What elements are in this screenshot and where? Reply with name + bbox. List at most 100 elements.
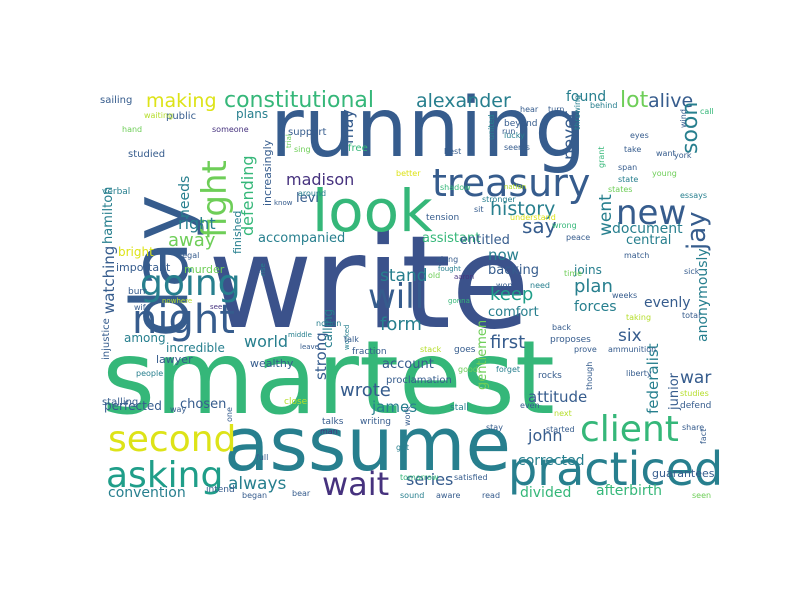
word-hear: hear (520, 105, 539, 114)
word-keep: keep (490, 284, 534, 305)
word-know: know (274, 199, 293, 207)
word-work: work (403, 406, 412, 426)
word-goes: goes (454, 345, 476, 355)
word-smartest: smartest (102, 319, 555, 438)
word-young: young (652, 169, 677, 178)
word-behind: behind (590, 101, 618, 110)
word-middle: middle (288, 331, 312, 339)
word-wrote: wrote (340, 380, 391, 401)
word-practiced: practiced (508, 442, 720, 496)
word-seems: seems (504, 143, 530, 152)
word-will: will (368, 277, 425, 317)
word-look: look (312, 177, 433, 245)
word-accompanied: accompanied (258, 231, 346, 246)
word-night: night (132, 297, 235, 343)
word-old: old (428, 271, 441, 280)
word-war: war (680, 368, 712, 388)
word-central: central (626, 233, 672, 248)
word-leave: leave (300, 343, 319, 351)
word-along: along (436, 255, 459, 264)
word-close: close (284, 397, 308, 407)
word-fraction: fraction (352, 347, 387, 357)
word-anonymously: anonymously (695, 248, 711, 342)
word-lawyer: lawyer (156, 353, 193, 366)
word-stronger: stronger (482, 195, 516, 204)
word-bright: bright (118, 245, 154, 259)
word-going: going (140, 263, 241, 304)
word-want: want (656, 149, 676, 158)
word-fact: fact (699, 428, 708, 444)
word-running: running (270, 88, 587, 176)
word-backing: backing (488, 263, 539, 278)
word-world: world (244, 332, 289, 351)
word-stall: stall (450, 403, 469, 413)
word-found: found (566, 89, 607, 105)
word-watching: watching (100, 245, 118, 314)
word-guarantees: guarantees (652, 467, 715, 480)
word-york: york (674, 151, 692, 160)
word-need: need (530, 281, 550, 290)
word-alexander: alexander (416, 90, 511, 112)
word-satisfied: satisfied (454, 473, 488, 482)
word-bear: bear (292, 489, 311, 498)
word-wealthy: wealthy (250, 357, 294, 370)
word-call: call (700, 107, 714, 116)
word-making: making (146, 90, 217, 112)
word-state: state (618, 175, 639, 184)
word-waiting: waiting (144, 111, 174, 120)
word-total: total (682, 311, 701, 320)
word-song: song (415, 117, 423, 134)
word-may: may (338, 109, 357, 144)
word-ammunition: ammunition (608, 345, 657, 354)
word-right: right (178, 214, 216, 233)
word-beyond: beyond (504, 119, 538, 129)
word-next: next (554, 409, 572, 418)
word-murder: murder (184, 263, 225, 276)
word-around: around (298, 189, 327, 198)
word-time: time (564, 269, 583, 278)
word-treasury: treasury (432, 161, 591, 205)
word-eyes: eyes (630, 131, 649, 140)
word-among: among (124, 331, 166, 345)
word-essays: essays (680, 191, 708, 200)
word-assistant: assistant (422, 231, 481, 246)
word-afterbirth: afterbirth (596, 483, 663, 499)
word-sailing: sailing (100, 95, 133, 106)
word-people: people (136, 369, 164, 378)
word-account: account (382, 357, 434, 372)
word-six: six (618, 326, 642, 346)
word-weeks: weeks (612, 291, 638, 300)
word-hand: hand (122, 125, 143, 134)
word-entitled: entitled (460, 233, 510, 248)
word-span: span (618, 163, 638, 172)
word-james: james (372, 398, 418, 416)
word-fought: fought (438, 265, 461, 273)
word-peace: peace (566, 233, 591, 242)
word-lucky: lucky (504, 131, 525, 140)
word-best: best (444, 147, 462, 156)
word-stay: stay (486, 423, 503, 432)
word-better: better (396, 169, 421, 178)
word-sick: sick (684, 267, 700, 276)
word-tension: tension (426, 213, 460, 223)
word-see: see (210, 303, 223, 311)
word-writing: writing (360, 417, 392, 427)
word-full: full (256, 453, 269, 462)
word-man: man (320, 427, 338, 436)
word-studies: studies (680, 389, 709, 398)
word-liberty: liberty (626, 369, 652, 378)
word-support: support (288, 127, 327, 138)
word-constitutional: constitutional (224, 88, 375, 113)
word-important: important (116, 261, 171, 274)
word-forces: forces (574, 299, 617, 315)
word-wife: wife (134, 303, 151, 312)
word-back: back (552, 323, 572, 332)
word-history: history (490, 198, 556, 220)
word-legal: legal (180, 251, 200, 260)
word-share: share (682, 423, 705, 432)
word-wrong: wrong (552, 221, 577, 230)
word-write: write (208, 209, 530, 358)
word-studied: studied (128, 149, 166, 160)
word-stand: stand (380, 266, 428, 286)
word-gentlemen: gentlemen (475, 319, 490, 390)
